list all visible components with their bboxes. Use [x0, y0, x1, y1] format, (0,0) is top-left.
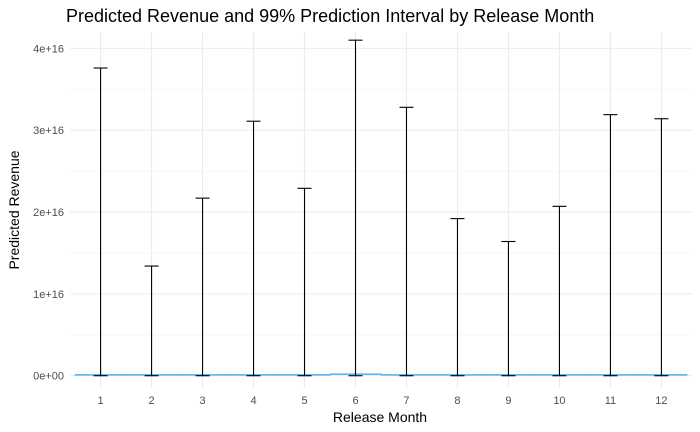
x-tick-label: 12: [655, 395, 667, 407]
y-tick-label: 0e+00: [33, 371, 64, 383]
x-tick-label: 5: [301, 395, 307, 407]
x-tick-label: 8: [454, 395, 460, 407]
x-tick-label: 7: [403, 395, 409, 407]
x-axis-title: Release Month: [333, 409, 427, 425]
x-axis-ticks: 1 2 3 4 5 6 7 8 9 10 11 12: [98, 395, 668, 407]
errorbar-series: [93, 39, 669, 377]
y-tick-label: 1e+16: [33, 289, 64, 301]
y-tick-label: 3e+16: [33, 125, 64, 137]
x-tick-label: 6: [352, 395, 358, 407]
x-tick-label: 3: [199, 395, 205, 407]
y-axis-title: Predicted Revenue: [6, 150, 22, 269]
y-tick-label: 2e+16: [33, 207, 64, 219]
y-axis-ticks: 0e+00 1e+16 2e+16 3e+16 4e+16: [33, 43, 64, 382]
x-tick-label: 1: [98, 395, 104, 407]
grid-lines: [70, 32, 692, 388]
x-tick-label: 2: [149, 395, 155, 407]
x-tick-label: 9: [505, 395, 511, 407]
predicted-series: [74, 373, 688, 376]
x-tick-label: 4: [250, 395, 256, 407]
chart-title: Predicted Revenue and 99% Prediction Int…: [66, 6, 594, 26]
y-tick-label: 4e+16: [33, 43, 64, 55]
x-tick-label: 11: [605, 395, 616, 407]
x-tick-label: 10: [553, 395, 565, 407]
